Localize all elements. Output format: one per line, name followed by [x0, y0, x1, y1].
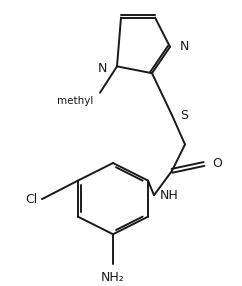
Text: methyl: methyl: [57, 96, 93, 106]
Text: S: S: [180, 109, 188, 122]
Text: O: O: [212, 158, 222, 170]
Text: NH₂: NH₂: [101, 271, 125, 284]
Text: NH: NH: [160, 189, 179, 202]
Text: N: N: [180, 40, 189, 53]
Text: Cl: Cl: [26, 193, 38, 206]
Text: N: N: [98, 62, 107, 75]
